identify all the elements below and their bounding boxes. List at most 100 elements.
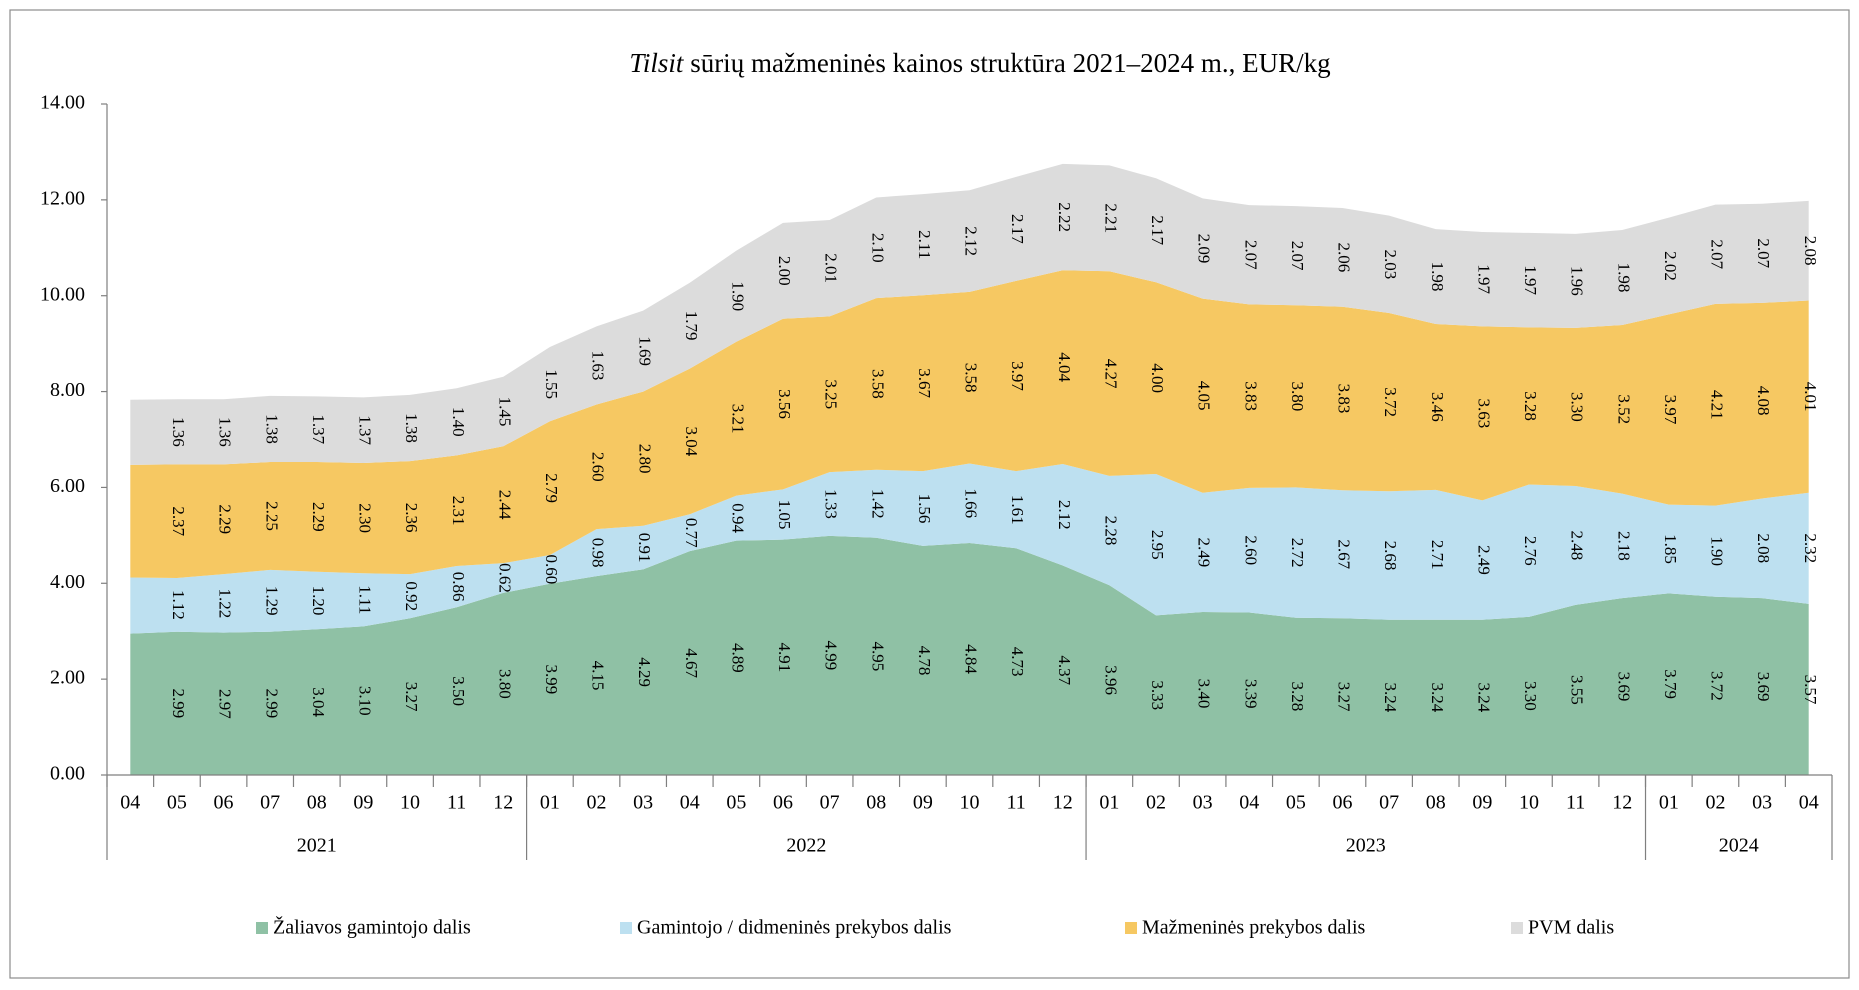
group-label: 2024 — [1719, 835, 1759, 857]
y-tick-label: 2.00 — [50, 667, 85, 689]
data-label: 3.99 — [542, 665, 561, 695]
data-label: 1.96 — [1568, 266, 1587, 296]
y-tick-label: 14.00 — [40, 92, 85, 114]
x-tick-label: 07 — [820, 792, 840, 814]
data-label: 2.17 — [1148, 215, 1167, 245]
data-label: 4.89 — [728, 643, 747, 673]
data-label: 2.67 — [1335, 539, 1354, 569]
data-label: 4.37 — [1055, 655, 1074, 685]
data-label: 2.72 — [1288, 538, 1307, 568]
data-label: 3.24 — [1474, 682, 1493, 712]
data-label: 1.97 — [1521, 265, 1540, 295]
x-tick-label: 05 — [167, 792, 187, 814]
x-tick-label: 09 — [353, 792, 373, 814]
data-label: 4.05 — [1195, 381, 1214, 411]
data-label: 1.37 — [356, 415, 375, 445]
data-label: 2.00 — [775, 256, 794, 286]
data-label: 0.60 — [542, 555, 561, 585]
data-label: 3.52 — [1614, 394, 1633, 424]
data-label: 0.98 — [589, 538, 608, 568]
x-tick-label: 03 — [1752, 792, 1772, 814]
legend-swatch — [256, 922, 268, 934]
data-label: 1.12 — [169, 590, 188, 620]
data-label: 2.49 — [1195, 537, 1214, 567]
data-label: 3.69 — [1614, 672, 1633, 702]
data-label: 2.11 — [915, 230, 934, 259]
data-label: 3.97 — [1008, 361, 1027, 391]
data-label: 1.33 — [822, 489, 841, 519]
data-label: 0.92 — [402, 581, 421, 611]
area-2 — [130, 270, 1809, 579]
data-label: 3.21 — [728, 404, 747, 434]
data-label: 3.55 — [1568, 675, 1587, 705]
y-tick-label: 12.00 — [40, 187, 85, 209]
data-label: 0.86 — [449, 572, 468, 602]
data-label: 2.12 — [1055, 500, 1074, 530]
data-label: 2.25 — [262, 501, 281, 531]
x-tick-label: 01 — [540, 792, 560, 814]
data-label: 3.28 — [1288, 682, 1307, 712]
data-label: 2.10 — [868, 233, 887, 263]
data-label: 3.30 — [1521, 681, 1540, 711]
data-label: 1.38 — [262, 414, 281, 444]
data-label: 4.29 — [635, 657, 654, 687]
data-label: 2.49 — [1474, 545, 1493, 575]
data-label: 2.07 — [1708, 239, 1727, 269]
x-tick-label: 07 — [1379, 792, 1399, 814]
data-label: 2.22 — [1055, 202, 1074, 232]
data-label: 0.77 — [682, 518, 701, 548]
x-tick-label: 09 — [1472, 792, 1492, 814]
x-tick-label: 12 — [1612, 792, 1632, 814]
x-tick-label: 04 — [120, 792, 140, 814]
data-label: 1.90 — [1708, 536, 1727, 566]
data-label: 2.97 — [216, 689, 235, 719]
data-label: 2.06 — [1335, 242, 1354, 272]
x-tick-label: 04 — [1799, 792, 1819, 814]
data-label: 3.80 — [495, 669, 514, 699]
data-label: 1.42 — [868, 489, 887, 519]
data-label: 1.22 — [216, 589, 235, 619]
x-tick-label: 01 — [1659, 792, 1679, 814]
data-label: 3.72 — [1708, 671, 1727, 701]
data-label: 1.66 — [962, 488, 981, 518]
x-tick-label: 09 — [913, 792, 933, 814]
data-label: 3.80 — [1288, 381, 1307, 411]
x-tick-label: 07 — [260, 792, 280, 814]
data-label: 3.83 — [1335, 384, 1354, 414]
data-label: 3.30 — [1568, 392, 1587, 422]
data-label: 2.60 — [589, 452, 608, 482]
data-label: 4.95 — [868, 642, 887, 672]
data-label: 2.71 — [1428, 540, 1447, 570]
x-tick-label: 10 — [960, 792, 980, 814]
x-tick-label: 10 — [400, 792, 420, 814]
x-tick-label: 02 — [1146, 792, 1166, 814]
data-label: 1.56 — [915, 494, 934, 524]
data-label: 3.24 — [1428, 682, 1447, 712]
data-label: 2.17 — [1008, 214, 1027, 244]
x-tick-label: 08 — [866, 792, 886, 814]
data-label: 2.02 — [1661, 251, 1680, 281]
data-label: 1.97 — [1474, 264, 1493, 294]
data-label: 3.96 — [1101, 665, 1120, 695]
legend-swatch — [1511, 922, 1523, 934]
x-tick-label: 11 — [1006, 792, 1025, 814]
x-tick-label: 05 — [1286, 792, 1306, 814]
data-label: 3.24 — [1381, 682, 1400, 712]
data-label: 2.21 — [1101, 203, 1120, 233]
data-label: 3.97 — [1661, 395, 1680, 425]
data-label: 1.69 — [635, 336, 654, 366]
data-label: 1.90 — [728, 281, 747, 311]
x-tick-label: 11 — [447, 792, 466, 814]
data-label: 3.57 — [1801, 675, 1820, 705]
data-label: 4.91 — [775, 642, 794, 672]
data-label: 4.99 — [822, 641, 841, 671]
data-label: 2.07 — [1241, 240, 1260, 270]
y-tick-label: 10.00 — [40, 283, 85, 305]
data-label: 3.79 — [1661, 669, 1680, 699]
data-label: 2.07 — [1288, 241, 1307, 271]
title-rest: sūrių mažmeninės kainos struktūra 2021–2… — [690, 48, 1330, 78]
data-label: 3.69 — [1754, 672, 1773, 702]
x-tick-label: 03 — [633, 792, 653, 814]
data-label: 4.15 — [589, 661, 608, 691]
data-label: 1.05 — [775, 500, 794, 530]
